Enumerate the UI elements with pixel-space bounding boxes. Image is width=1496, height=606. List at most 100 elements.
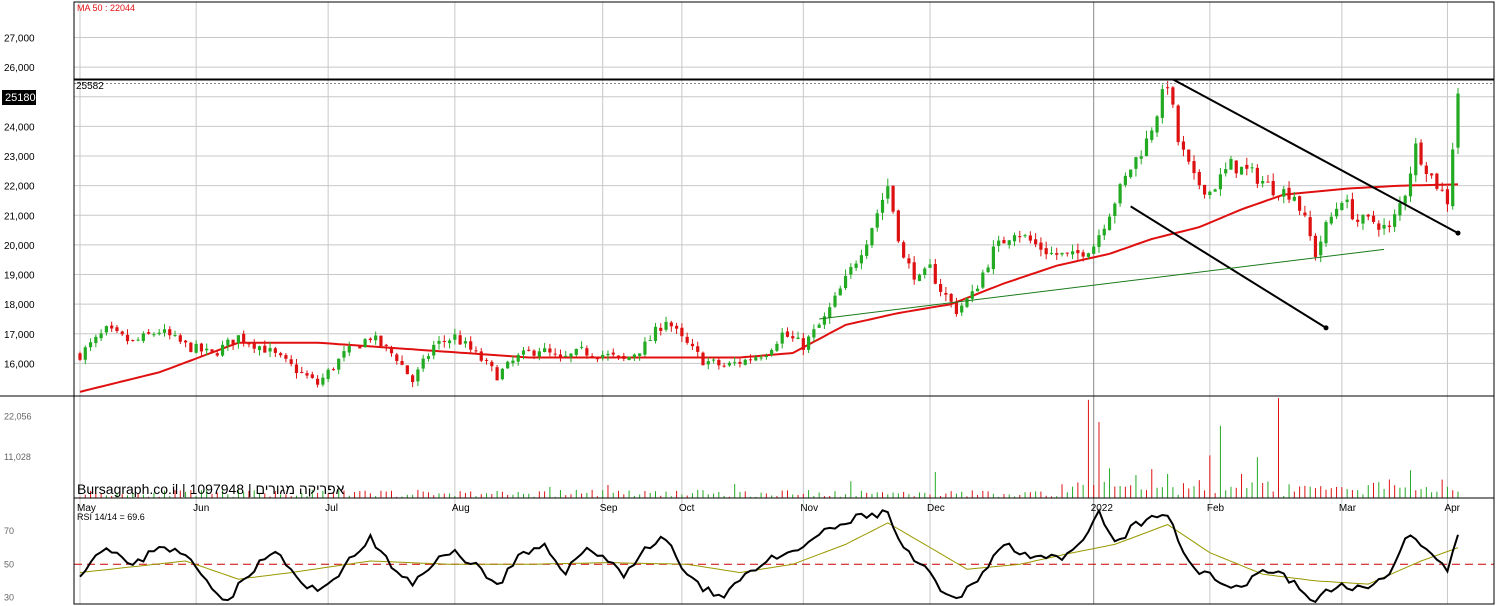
candle-body bbox=[854, 263, 858, 268]
candle-body bbox=[997, 240, 1001, 246]
candle-body bbox=[1292, 196, 1296, 201]
candle-body bbox=[368, 338, 372, 341]
candle-body bbox=[1208, 191, 1212, 196]
y-tick-label: 21,000 bbox=[4, 211, 35, 222]
candle-body bbox=[1224, 169, 1228, 174]
candle-body bbox=[1097, 235, 1101, 247]
candle-body bbox=[595, 358, 600, 360]
candle-body bbox=[928, 264, 932, 268]
candle-body bbox=[1007, 240, 1011, 245]
last-price-badge-bg bbox=[2, 90, 36, 105]
last-price-badge: 25180 bbox=[5, 92, 36, 104]
candle-body bbox=[157, 332, 161, 335]
y-tick-label: 18,000 bbox=[4, 300, 35, 311]
candle-body bbox=[479, 351, 483, 361]
candle-body bbox=[1134, 157, 1138, 169]
candle-body bbox=[548, 348, 552, 353]
candle-body bbox=[1451, 149, 1455, 207]
candle-body bbox=[104, 326, 108, 333]
candle-body bbox=[1113, 203, 1117, 216]
axis-labels: 27,00026,00025,00024,00023,00022,00021,0… bbox=[4, 34, 1461, 603]
candle-body bbox=[294, 364, 299, 374]
y-tick-label: 16,000 bbox=[4, 359, 35, 370]
candle-body bbox=[1403, 195, 1407, 204]
candle-body bbox=[870, 228, 874, 246]
candle-body bbox=[785, 331, 790, 337]
candle-body bbox=[975, 288, 980, 292]
watermark: Bursagraph.co.il | 1097948 | אפריקה מגור… bbox=[77, 481, 345, 497]
candle-body bbox=[648, 340, 652, 342]
candle-body bbox=[453, 334, 457, 340]
candle-body bbox=[886, 186, 890, 199]
rsi-label: RSI 14/14 = 69.6 bbox=[77, 512, 145, 522]
candle-body bbox=[738, 361, 742, 364]
candle-body bbox=[1266, 181, 1270, 183]
ma-50-line bbox=[79, 183, 1459, 393]
y-tick-label: 20,000 bbox=[4, 241, 35, 252]
candle-body bbox=[822, 316, 827, 325]
candle-body bbox=[400, 361, 404, 365]
candle-body bbox=[125, 334, 130, 342]
candle-body bbox=[643, 341, 647, 355]
candle-body bbox=[1065, 252, 1069, 254]
candle-body bbox=[653, 326, 658, 341]
x-tick-label: Dec bbox=[927, 503, 945, 514]
candle-body bbox=[1139, 156, 1143, 159]
candle-body bbox=[189, 342, 193, 352]
candle-body bbox=[1324, 222, 1328, 244]
candle-body bbox=[310, 374, 314, 378]
candle-body bbox=[1435, 173, 1439, 189]
candle-body bbox=[960, 305, 964, 313]
candle-body bbox=[1334, 208, 1339, 217]
candle-body bbox=[537, 351, 541, 357]
candle-body bbox=[421, 358, 425, 369]
candle-body bbox=[902, 242, 906, 258]
candle-body bbox=[1361, 215, 1365, 224]
candle-body bbox=[1255, 167, 1259, 184]
candle-body bbox=[764, 355, 768, 358]
candle-body bbox=[616, 355, 621, 357]
candle-body bbox=[1213, 189, 1217, 192]
candle-body bbox=[1298, 196, 1302, 211]
candle-body bbox=[99, 333, 103, 339]
candle-body bbox=[342, 351, 346, 358]
y-tick-label: 22,000 bbox=[4, 182, 35, 193]
candle-body bbox=[210, 349, 214, 352]
candle-body bbox=[447, 340, 452, 344]
candle-body bbox=[690, 343, 695, 347]
y-tick-label: 24,000 bbox=[4, 122, 35, 133]
candle-body bbox=[585, 348, 589, 356]
candle-body bbox=[178, 335, 182, 342]
candle-body bbox=[865, 244, 869, 256]
candle-body bbox=[437, 340, 441, 344]
candle-body bbox=[141, 333, 145, 341]
volume-tick-label: 11,028 bbox=[4, 452, 31, 462]
candle-body bbox=[849, 267, 853, 275]
candle-body bbox=[1076, 250, 1080, 254]
candle-body bbox=[1414, 143, 1418, 176]
candle-body bbox=[516, 354, 520, 362]
candle-body bbox=[242, 333, 246, 343]
candle-body bbox=[1092, 246, 1096, 254]
candle-body bbox=[770, 349, 774, 355]
candle-body bbox=[796, 337, 800, 339]
candle-body bbox=[748, 359, 753, 361]
candle-body bbox=[553, 353, 557, 355]
candle-body bbox=[659, 327, 663, 331]
rsi-tick-label: 50 bbox=[4, 559, 14, 569]
candle-body bbox=[632, 354, 636, 358]
candle-body bbox=[970, 291, 974, 299]
candle-body bbox=[1229, 158, 1233, 170]
candle-body bbox=[896, 210, 900, 242]
candle-body bbox=[601, 354, 605, 358]
candle-body bbox=[1382, 224, 1386, 229]
candle-body bbox=[226, 339, 230, 346]
candle-body bbox=[416, 369, 420, 382]
candle-body bbox=[194, 343, 198, 353]
x-tick-label: 2022 bbox=[1091, 503, 1114, 514]
candle-body bbox=[923, 268, 927, 275]
candle-body bbox=[606, 353, 610, 356]
candle-body bbox=[395, 354, 399, 361]
x-tick-label: Aug bbox=[452, 503, 470, 514]
candle-body bbox=[838, 288, 842, 296]
